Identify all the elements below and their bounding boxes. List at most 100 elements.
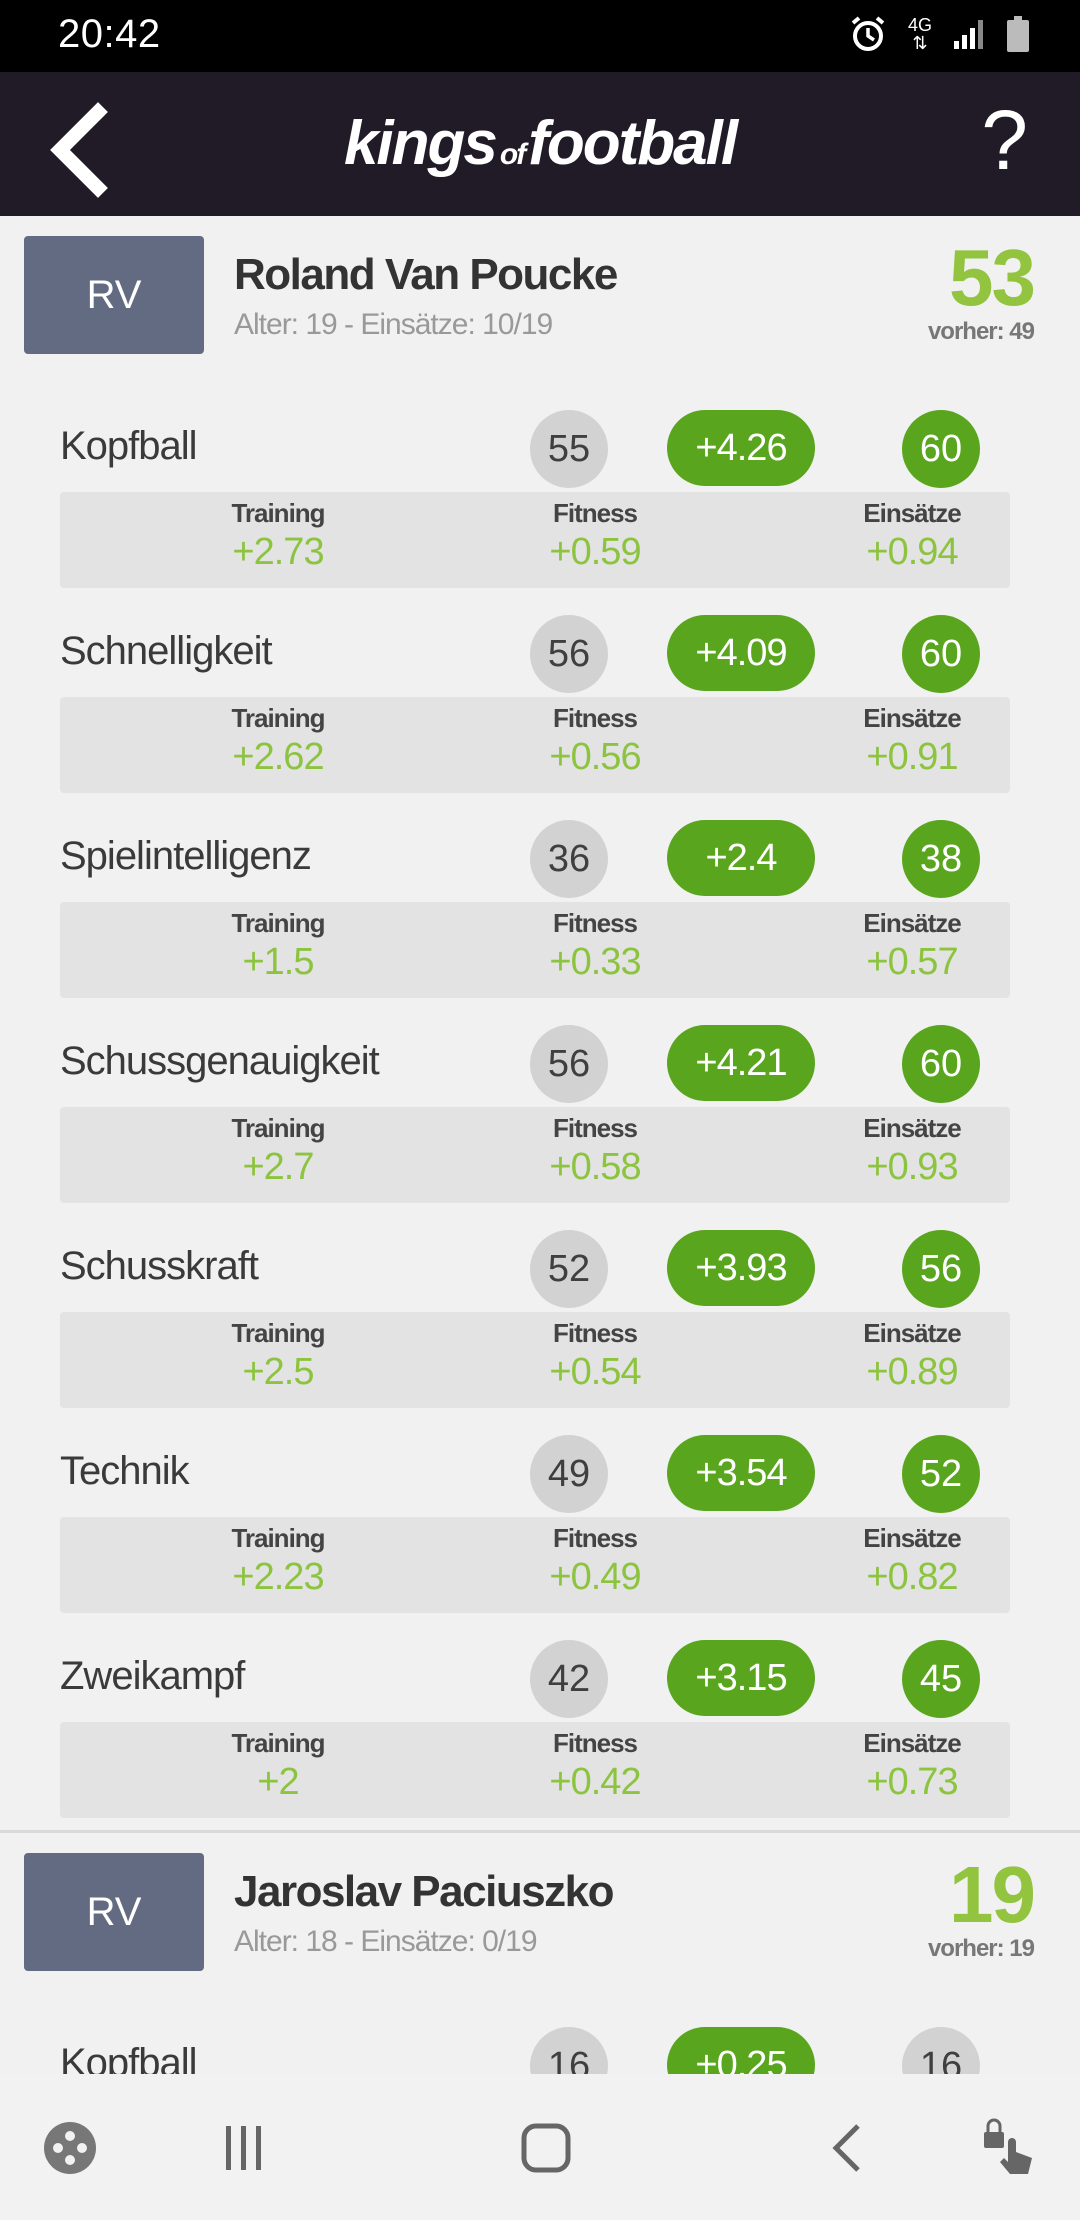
player-header: RV Jaroslav Paciuszko Alter: 18 - Einsät… [0,1833,1080,1971]
fitness-column: Fitness +0.59 [505,498,685,574]
attribute-old-value: 42 [530,1640,608,1718]
game-tools-button[interactable] [32,2110,108,2186]
einsaetze-label: Einsätze [863,1523,962,1553]
home-button[interactable] [508,2110,584,2186]
fitness-column: Fitness +0.33 [505,908,685,984]
attribute-name: Kopfball [60,424,198,468]
attribute-delta: +4.21 [667,1025,815,1101]
attribute-name: Schnelligkeit [60,629,273,673]
data-arrows-icon: ⇅ [912,33,928,53]
einsaetze-value: +0.82 [866,1556,958,1598]
attribute-old-value: 56 [530,1025,608,1103]
player-divider [0,1830,1080,1833]
attribute-name: Schussgenauigkeit [60,1039,380,1083]
training-value: +2.73 [232,531,324,573]
training-value: +1.5 [242,941,314,983]
status-bar: 20:42 4G ⇅ [0,0,1080,72]
einsaetze-value: +0.57 [866,941,958,983]
attribute-old-value: 16 [530,2027,608,2074]
player-meta: Alter: 18 - Einsätze: 0/19 [234,1925,538,1958]
attribute-new-value: 38 [902,820,980,898]
recent-apps-button[interactable] [206,2110,282,2186]
attribute-delta: +3.54 [667,1435,815,1511]
einsaetze-column: Einsätze +0.73 [822,1728,1002,1804]
einsaetze-column: Einsätze +0.82 [822,1523,1002,1599]
training-value: +2.5 [242,1351,314,1393]
fitness-label: Fitness [552,908,638,938]
app-bar: kings offootball ? [0,72,1080,216]
position-badge: RV [24,1853,204,1971]
app-logo: kings offootball [0,108,1080,179]
network-type: 4G [907,15,932,35]
signal-icon [954,20,983,49]
attribute-list: Kopfball 55 +4.26 60 Training +2.73 Fitne… [0,350,1080,1818]
einsaetze-value: +0.91 [866,736,958,778]
einsaetze-value: +0.93 [866,1146,958,1188]
training-column: Training +2.62 [188,703,368,779]
training-column: Training +1.5 [188,908,368,984]
help-button[interactable]: ? [981,93,1028,187]
fitness-value: +0.54 [549,1351,641,1393]
einsaetze-column: Einsätze +0.91 [822,703,1002,779]
back-button[interactable] [36,98,136,198]
system-back-button[interactable] [812,2110,888,2186]
fitness-label: Fitness [552,1113,638,1143]
training-label: Training [231,703,325,733]
attribute-new-value: 16 [902,2027,980,2074]
einsaetze-column: Einsätze +0.94 [822,498,1002,574]
attribute-old-value: 56 [530,615,608,693]
training-label: Training [231,1523,325,1553]
fitness-label: Fitness [552,703,638,733]
fitness-value: +0.42 [549,1761,641,1803]
attribute-delta: +2.4 [667,820,815,896]
einsaetze-column: Einsätze +0.89 [822,1318,1002,1394]
attribute-new-value: 56 [902,1230,980,1308]
attribute-row: Schusskraft 52 +3.93 56 [0,1210,1080,1312]
recents-icon [226,2126,261,2170]
position-badge: RV [24,236,204,354]
logo-kings: kings [343,109,498,178]
battery-icon [1007,16,1029,52]
training-value: +2.23 [232,1556,324,1598]
training-column: Training +2 [188,1728,368,1804]
attribute-list: Kopfball 16 +0.25 16 [0,1967,1080,2074]
clock: 20:42 [58,12,161,56]
attribute-breakdown: Training +1.5 Fitness +0.33 Einsätze +0.57 [60,902,1010,998]
einsaetze-label: Einsätze [863,703,962,733]
player-meta: Alter: 19 - Einsätze: 10/19 [234,308,553,341]
attribute-delta: +0.25 [667,2027,815,2074]
back-arrow-icon [50,102,108,198]
training-value: +2.7 [242,1146,314,1188]
player-card: RV Roland Van Poucke Alter: 19 - Einsätz… [0,216,1080,1818]
rating-previous: vorher: 19 [927,1935,1035,1962]
training-column: Training +2.7 [188,1113,368,1189]
fitness-value: +0.56 [549,736,641,778]
player-header: RV Roland Van Poucke Alter: 19 - Einsätz… [0,216,1080,354]
player-rating: 19 vorher: 19 [894,1855,1036,1963]
logo-of: of [499,138,526,171]
player-development-list[interactable]: RV Roland Van Poucke Alter: 19 - Einsätz… [0,216,1080,2074]
attribute-new-value: 52 [902,1435,980,1513]
attribute-new-value: 60 [902,410,980,488]
attribute-breakdown: Training +2.5 Fitness +0.54 Einsätze +0.89 [60,1312,1010,1408]
attribute-new-value: 60 [902,1025,980,1103]
screen-lock-button[interactable] [972,2110,1048,2186]
attribute-row: Spielintelligenz 36 +2.4 38 [0,800,1080,902]
attribute-row: Schussgenauigkeit 56 +4.21 60 [0,1005,1080,1107]
einsaetze-value: +0.73 [866,1761,958,1803]
attribute-name: Schusskraft [60,1244,259,1288]
training-column: Training +2.23 [188,1523,368,1599]
training-label: Training [231,908,325,938]
training-label: Training [231,498,325,528]
einsaetze-label: Einsätze [863,1728,962,1758]
player-name: Roland Van Poucke [234,250,618,299]
player-name: Jaroslav Paciuszko [234,1867,615,1916]
fitness-value: +0.33 [549,941,641,983]
training-column: Training +2.73 [188,498,368,574]
attribute-breakdown: Training +2.7 Fitness +0.58 Einsätze +0.93 [60,1107,1010,1203]
fitness-label: Fitness [552,498,638,528]
fitness-column: Fitness +0.42 [505,1728,685,1804]
fitness-column: Fitness +0.54 [505,1318,685,1394]
status-icons: 4G ⇅ [848,14,1030,54]
fitness-column: Fitness +0.58 [505,1113,685,1189]
